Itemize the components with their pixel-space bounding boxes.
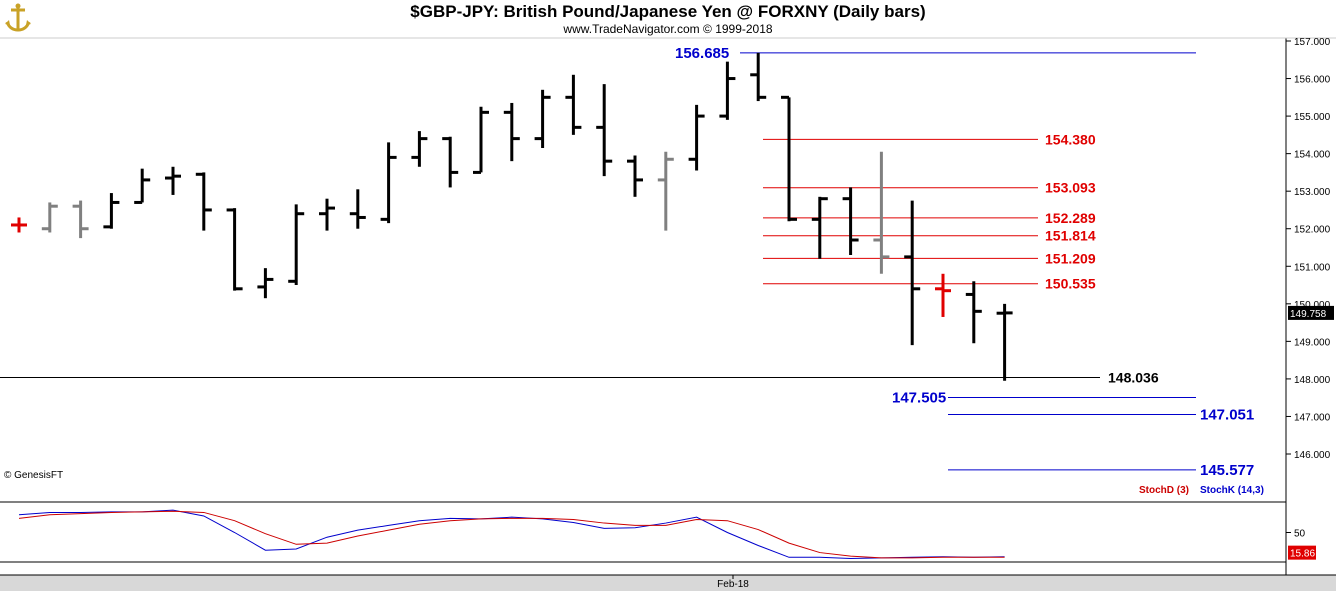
copyright-label: © GenesisFT <box>4 470 63 481</box>
level-label-153.093: 153.093 <box>1045 180 1096 196</box>
header: $GBP-JPY: British Pound/Japanese Yen @ F… <box>0 0 1336 38</box>
ohlc-bar <box>503 102 520 162</box>
price-tick-label: 147.000 <box>1294 412 1331 423</box>
ohlc-bar <box>442 136 459 188</box>
chart-frame <box>0 37 1336 591</box>
ohlc-bar <box>996 303 1013 381</box>
ohlc-bar <box>719 61 736 120</box>
level-label-148.036: 148.036 <box>1108 370 1159 386</box>
ohlc-bar <box>842 187 859 256</box>
ohlc-bar <box>134 168 151 204</box>
ohlc-bar <box>935 273 951 317</box>
ohlc-bar <box>349 189 366 229</box>
ohlc-bar <box>319 198 335 231</box>
price-axis: 157.000 156.000 155.000 154.000 153.000 152.0… <box>1286 37 1334 461</box>
price-tick-label: 151.000 <box>1294 262 1331 273</box>
ohlc-bar <box>411 131 428 167</box>
ohlc-bar <box>380 142 397 224</box>
level-label-151.814: 151.814 <box>1045 228 1096 244</box>
price-tick-label: 149.000 <box>1294 337 1331 348</box>
ohlc-bar <box>165 166 181 195</box>
ohlc-bar <box>41 202 58 233</box>
price-tick-label: 148.000 <box>1294 375 1331 386</box>
ohlc-bar <box>72 200 89 239</box>
last-price-marker <box>1288 305 1334 320</box>
price-tick-label: 152.000 <box>1294 225 1331 236</box>
chart-title: $GBP-JPY: British Pound/Japanese Yen @ F… <box>410 2 926 21</box>
level-label-147.505: 147.505 <box>892 389 946 406</box>
price-tick-label: 153.000 <box>1294 187 1331 198</box>
ohlc-bar <box>257 268 274 299</box>
level-label-147.051: 147.051 <box>1200 407 1254 424</box>
price-tick-label: 155.000 <box>1294 112 1331 123</box>
price-tick-label: 156.000 <box>1294 75 1331 86</box>
ohlc-bar <box>688 104 705 171</box>
ohlc-bar <box>750 52 767 102</box>
stoch-last-label: 15.86 <box>1290 549 1315 560</box>
stoch-tick-label: 50 <box>1294 529 1306 540</box>
level-label-151.209: 151.209 <box>1045 250 1096 266</box>
stochk-legend: StochK (14,3) <box>1200 485 1264 496</box>
price-tick-label: 154.000 <box>1294 150 1331 161</box>
ohlc-bar <box>781 95 797 222</box>
level-label-156.685: 156.685 <box>675 45 729 62</box>
level-label-154.380: 154.380 <box>1045 131 1096 147</box>
ohlc-bar <box>627 155 643 197</box>
chart-subtitle: www.TradeNavigator.com © 1999-2018 <box>563 22 773 36</box>
ohlc-bar <box>596 84 613 177</box>
price-tick-label: 150.000 <box>1294 300 1331 311</box>
date-tick-label: Feb-18 <box>717 579 749 590</box>
ohlc-bar <box>288 204 305 286</box>
ohlc-bar <box>904 200 921 346</box>
ohlc-bar <box>657 151 674 231</box>
ohlc-bar <box>811 196 828 259</box>
price-tick-label: 146.000 <box>1294 450 1331 461</box>
ohlc-bar <box>565 74 582 135</box>
anchor-logo-icon <box>2 2 34 34</box>
stoch-last-marker <box>1288 545 1316 560</box>
price-tick-label: 157.000 <box>1294 37 1331 48</box>
last-price-label: 149.758 <box>1290 309 1327 320</box>
ohlc-bar <box>11 217 27 233</box>
price-bars <box>11 52 1013 381</box>
ohlc-bar <box>103 193 120 229</box>
level-label-150.535: 150.535 <box>1045 276 1096 292</box>
level-label-152.289: 152.289 <box>1045 210 1096 226</box>
stoch-line-k <box>18 509 1005 559</box>
date-axis-band <box>0 575 1336 591</box>
ohlc-bar <box>226 208 243 291</box>
ohlc-bar <box>473 106 489 174</box>
stochastic-panel: 50 © GenesisFT StochD (3) StochK (14,3) 15.8… <box>4 470 1316 560</box>
ohlc-bar <box>195 172 212 231</box>
stoch-line-d <box>18 510 1005 559</box>
ohlc-bar <box>965 281 982 344</box>
stochd-legend: StochD (3) <box>1139 485 1189 496</box>
ohlc-bar <box>873 151 890 274</box>
level-label-145.577: 145.577 <box>1200 462 1254 479</box>
date-axis: Feb-18 <box>717 575 749 590</box>
price-levels: 156.685 154.380 153.093 152.289 151.814 151.2… <box>0 45 1254 479</box>
ohlc-bar <box>534 89 551 149</box>
